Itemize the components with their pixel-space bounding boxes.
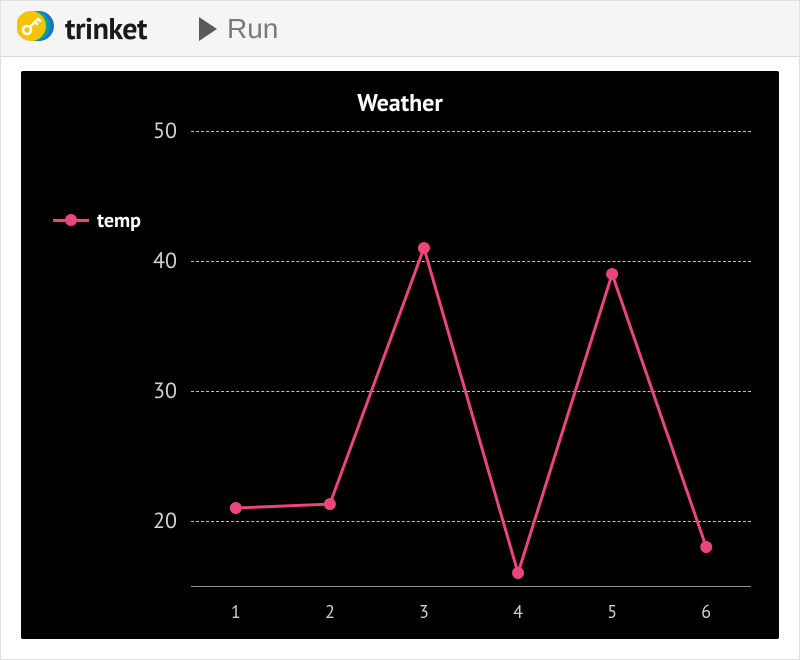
chart-legend: temp <box>53 207 141 233</box>
plot-area: 20304050123456 <box>191 131 751 586</box>
app-window: trinket Run Weather temp 20304050123456 <box>0 0 800 660</box>
xtick-label: 4 <box>513 600 523 623</box>
series-line <box>236 248 706 573</box>
play-icon <box>199 17 217 41</box>
data-point <box>230 502 242 514</box>
data-point <box>418 242 430 254</box>
legend-label: temp <box>97 207 141 233</box>
brand[interactable]: trinket <box>17 7 147 50</box>
data-point <box>700 541 712 553</box>
chart-container: Weather temp 20304050123456 <box>21 71 779 639</box>
chart-title: Weather <box>21 87 779 118</box>
toolbar: trinket Run <box>1 1 799 57</box>
x-axis-line <box>191 586 751 587</box>
data-point <box>324 498 336 510</box>
data-point <box>606 268 618 280</box>
brand-name: trinket <box>65 9 147 48</box>
xtick-label: 1 <box>231 600 241 623</box>
xtick-label: 3 <box>419 600 429 623</box>
xtick-label: 2 <box>325 600 335 623</box>
run-button[interactable]: Run <box>199 13 278 45</box>
xtick-label: 5 <box>607 600 617 623</box>
legend-marker-icon <box>65 214 77 226</box>
brand-logo-icon <box>17 7 55 50</box>
legend-line <box>53 219 89 222</box>
run-label: Run <box>227 13 278 45</box>
data-point <box>512 567 524 579</box>
xtick-label: 6 <box>701 600 711 623</box>
series-svg <box>191 131 751 586</box>
output-pane: Weather temp 20304050123456 <box>1 57 799 659</box>
